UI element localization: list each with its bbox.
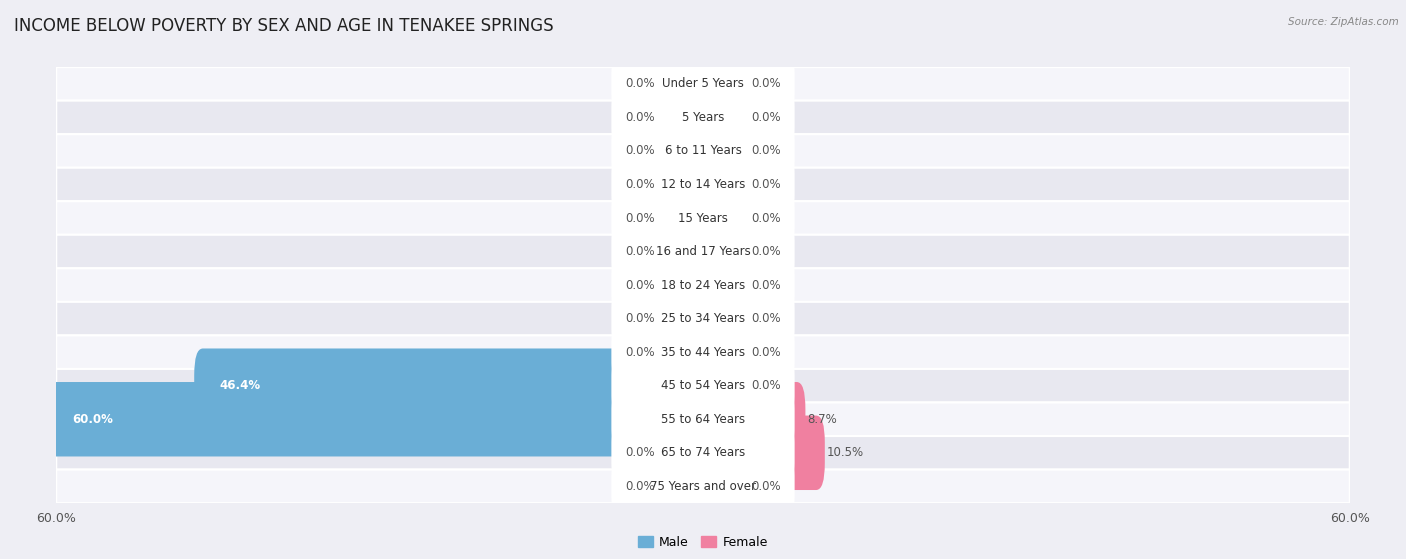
Text: 45 to 54 Years: 45 to 54 Years (661, 379, 745, 392)
Text: 12 to 14 Years: 12 to 14 Years (661, 178, 745, 191)
Text: 0.0%: 0.0% (624, 178, 654, 191)
FancyBboxPatch shape (657, 315, 711, 390)
FancyBboxPatch shape (695, 248, 749, 323)
FancyBboxPatch shape (612, 191, 794, 245)
Text: 0.0%: 0.0% (752, 178, 782, 191)
FancyBboxPatch shape (695, 281, 749, 356)
FancyBboxPatch shape (657, 281, 711, 356)
FancyBboxPatch shape (56, 436, 1350, 470)
Legend: Male, Female: Male, Female (633, 530, 773, 553)
FancyBboxPatch shape (56, 168, 1350, 201)
FancyBboxPatch shape (695, 415, 825, 490)
Text: 25 to 34 Years: 25 to 34 Years (661, 312, 745, 325)
FancyBboxPatch shape (56, 201, 1350, 235)
Text: 0.0%: 0.0% (624, 77, 654, 91)
FancyBboxPatch shape (695, 449, 749, 524)
Text: 0.0%: 0.0% (752, 278, 782, 292)
Text: 0.0%: 0.0% (624, 144, 654, 158)
Text: Source: ZipAtlas.com: Source: ZipAtlas.com (1288, 17, 1399, 27)
Text: 60.0%: 60.0% (73, 413, 114, 426)
FancyBboxPatch shape (695, 147, 749, 222)
FancyBboxPatch shape (695, 46, 749, 121)
Text: 0.0%: 0.0% (624, 446, 654, 459)
FancyBboxPatch shape (48, 382, 711, 457)
Text: 18 to 24 Years: 18 to 24 Years (661, 278, 745, 292)
FancyBboxPatch shape (657, 113, 711, 188)
FancyBboxPatch shape (695, 315, 749, 390)
FancyBboxPatch shape (612, 56, 794, 111)
FancyBboxPatch shape (612, 425, 794, 480)
FancyBboxPatch shape (612, 358, 794, 413)
FancyBboxPatch shape (612, 291, 794, 346)
FancyBboxPatch shape (657, 80, 711, 155)
FancyBboxPatch shape (657, 449, 711, 524)
FancyBboxPatch shape (56, 134, 1350, 168)
FancyBboxPatch shape (657, 46, 711, 121)
Text: 55 to 64 Years: 55 to 64 Years (661, 413, 745, 426)
Text: 0.0%: 0.0% (752, 111, 782, 124)
FancyBboxPatch shape (695, 113, 749, 188)
FancyBboxPatch shape (612, 459, 794, 514)
Text: 5 Years: 5 Years (682, 111, 724, 124)
Text: 0.0%: 0.0% (624, 480, 654, 493)
FancyBboxPatch shape (612, 392, 794, 447)
FancyBboxPatch shape (612, 124, 794, 178)
FancyBboxPatch shape (612, 258, 794, 312)
Text: 0.0%: 0.0% (752, 211, 782, 225)
FancyBboxPatch shape (657, 248, 711, 323)
Text: 0.0%: 0.0% (624, 312, 654, 325)
FancyBboxPatch shape (612, 325, 794, 380)
Text: Under 5 Years: Under 5 Years (662, 77, 744, 91)
FancyBboxPatch shape (56, 302, 1350, 335)
Text: 0.0%: 0.0% (752, 480, 782, 493)
Text: 0.0%: 0.0% (624, 278, 654, 292)
Text: 65 to 74 Years: 65 to 74 Years (661, 446, 745, 459)
FancyBboxPatch shape (612, 90, 794, 145)
Text: 0.0%: 0.0% (624, 345, 654, 359)
Text: 6 to 11 Years: 6 to 11 Years (665, 144, 741, 158)
Text: 8.7%: 8.7% (807, 413, 838, 426)
Text: 0.0%: 0.0% (752, 379, 782, 392)
FancyBboxPatch shape (56, 67, 1350, 101)
FancyBboxPatch shape (695, 382, 806, 457)
FancyBboxPatch shape (695, 80, 749, 155)
FancyBboxPatch shape (695, 181, 749, 255)
FancyBboxPatch shape (56, 101, 1350, 134)
Text: 75 Years and over: 75 Years and over (650, 480, 756, 493)
FancyBboxPatch shape (657, 214, 711, 289)
Text: 0.0%: 0.0% (752, 144, 782, 158)
Text: 0.0%: 0.0% (624, 245, 654, 258)
Text: 16 and 17 Years: 16 and 17 Years (655, 245, 751, 258)
FancyBboxPatch shape (657, 147, 711, 222)
FancyBboxPatch shape (657, 181, 711, 255)
FancyBboxPatch shape (56, 235, 1350, 268)
Text: 0.0%: 0.0% (752, 312, 782, 325)
Text: 15 Years: 15 Years (678, 211, 728, 225)
Text: 0.0%: 0.0% (752, 77, 782, 91)
Text: 10.5%: 10.5% (827, 446, 865, 459)
FancyBboxPatch shape (612, 157, 794, 212)
FancyBboxPatch shape (612, 224, 794, 279)
Text: 0.0%: 0.0% (624, 111, 654, 124)
Text: 0.0%: 0.0% (752, 345, 782, 359)
FancyBboxPatch shape (56, 470, 1350, 503)
Text: 35 to 44 Years: 35 to 44 Years (661, 345, 745, 359)
Text: INCOME BELOW POVERTY BY SEX AND AGE IN TENAKEE SPRINGS: INCOME BELOW POVERTY BY SEX AND AGE IN T… (14, 17, 554, 35)
FancyBboxPatch shape (56, 335, 1350, 369)
FancyBboxPatch shape (695, 214, 749, 289)
Text: 46.4%: 46.4% (219, 379, 260, 392)
FancyBboxPatch shape (56, 369, 1350, 402)
Text: 0.0%: 0.0% (752, 245, 782, 258)
FancyBboxPatch shape (194, 348, 711, 423)
FancyBboxPatch shape (657, 415, 711, 490)
FancyBboxPatch shape (695, 348, 749, 423)
FancyBboxPatch shape (56, 268, 1350, 302)
Text: 0.0%: 0.0% (624, 211, 654, 225)
FancyBboxPatch shape (56, 402, 1350, 436)
